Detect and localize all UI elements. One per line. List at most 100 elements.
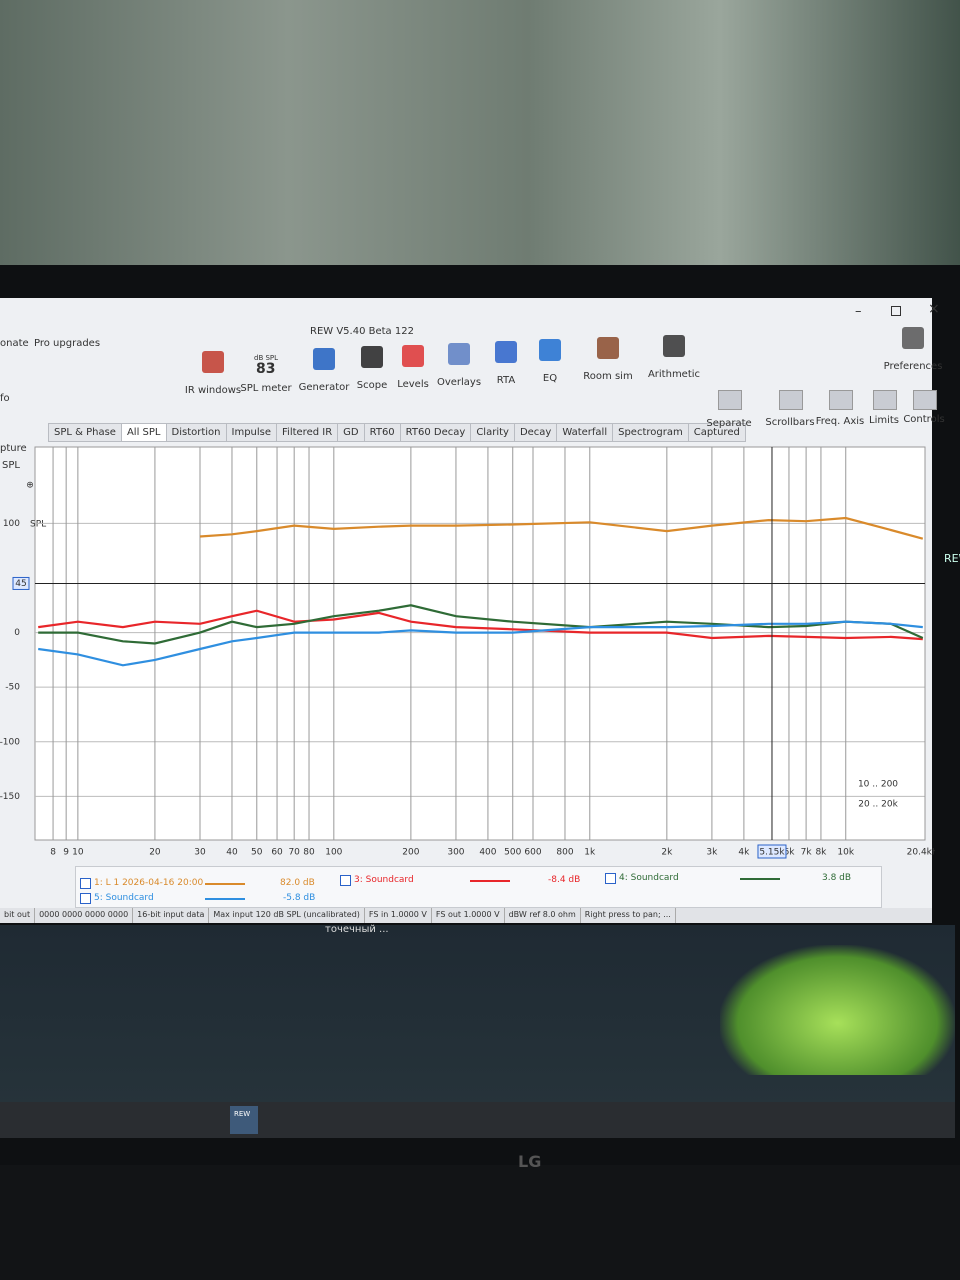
y-tick-label: -150	[0, 792, 20, 802]
toolbar-button-label[interactable]: Generator	[298, 382, 350, 393]
spl-reading: 83	[256, 361, 276, 377]
menu-item[interactable]: Pro upgrades	[34, 338, 101, 349]
x-tick-label: 8	[50, 848, 56, 858]
x-tick-label: 6k	[783, 848, 795, 858]
legend-name: 5: Soundcard	[94, 893, 154, 903]
side-window-text: REW	[944, 552, 960, 565]
view-icon[interactable]	[718, 390, 742, 410]
toolbar-button-label[interactable]: Overlays	[436, 377, 482, 388]
legend-swatch	[205, 883, 245, 885]
legend-checkbox[interactable]	[340, 875, 351, 886]
x-tick-label: 2k	[661, 848, 673, 858]
x-tick-label: 20	[149, 848, 161, 858]
toolbar-icon[interactable]	[448, 343, 470, 365]
graph-tab[interactable]: All SPL	[120, 423, 167, 442]
series-line	[199, 516, 924, 540]
legend-name: 1: L 1 2026-04-16 20:00	[94, 878, 204, 888]
tooltip: точечный ...	[325, 924, 389, 935]
view-button-label[interactable]: Controls	[903, 414, 945, 425]
x-tick-label: 4k	[738, 848, 750, 858]
window-title: REW V5.40 Beta 122	[310, 326, 414, 337]
graph-tab[interactable]: GD	[337, 423, 365, 442]
range-button: 20 .. 20k	[858, 800, 898, 810]
x-tick-label: 10k	[837, 848, 854, 858]
view-icon[interactable]	[913, 390, 937, 410]
toolbar-button-label[interactable]: Scope	[356, 380, 388, 391]
x-tick-label: 10	[72, 848, 84, 858]
legend-checkbox[interactable]	[80, 878, 91, 889]
x-tick-label: 3k	[706, 848, 718, 858]
view-icon[interactable]	[829, 390, 853, 410]
legend	[75, 866, 882, 908]
series-line	[38, 620, 923, 667]
x-tick-label: 80	[303, 848, 315, 858]
y-selector[interactable]: SPL	[30, 520, 46, 530]
taskbar-app-label: REW	[234, 1110, 251, 1118]
y-tick-label: 0	[14, 628, 20, 638]
toolbar-button-label[interactable]: SPL meter	[240, 383, 292, 394]
toolbar-button-label[interactable]: IR windows	[184, 385, 242, 396]
zoom-buttons: ⊕	[26, 481, 34, 491]
toolbar-icon[interactable]	[202, 351, 224, 373]
graph-tab[interactable]: Decay	[513, 423, 558, 442]
graph-tabs: SPL & Phase All SPL Distortion Impulse Filte…	[48, 423, 746, 442]
brand-logo: LG	[518, 1152, 542, 1171]
status-field: FS in 1.0000 V	[365, 908, 432, 923]
view-button-label[interactable]: Scrollbars	[765, 417, 815, 428]
x-tick-label: 500	[504, 848, 521, 858]
toolbar-button-label[interactable]: Preferences	[883, 361, 943, 372]
toolbar-button-label[interactable]: RTA	[496, 375, 516, 386]
toolbar-icon[interactable]	[663, 335, 685, 357]
toolbar-icon[interactable]	[313, 348, 335, 370]
view-icon[interactable]	[779, 390, 803, 410]
toolbar-icon[interactable]	[597, 337, 619, 359]
legend-reading: -5.8 dB	[283, 893, 316, 903]
status-field: 0000 0000 0000 0000	[35, 908, 134, 923]
status-field: 16-bit input data	[133, 908, 210, 923]
range-button: 10 .. 200	[858, 780, 898, 790]
side-label: pture	[0, 443, 27, 454]
taskbar-app-icon[interactable]	[230, 1106, 258, 1134]
status-field: Right press to pan; ...	[581, 908, 676, 923]
legend-reading: -8.4 dB	[548, 875, 581, 885]
graph-tab[interactable]: Spectrogram	[612, 423, 689, 442]
x-tick-label: 70	[288, 848, 300, 858]
menu-item[interactable]: onate	[0, 338, 29, 349]
minimize-button[interactable]: –	[855, 304, 862, 319]
plot-area	[34, 446, 926, 841]
legend-name: 4: Soundcard	[619, 873, 679, 883]
view-button-label[interactable]: Limits	[869, 415, 899, 426]
close-button[interactable]: ×	[928, 301, 940, 317]
status-field: FS out 1.0000 V	[432, 908, 505, 923]
toolbar-button-label[interactable]: Levels	[397, 379, 429, 390]
toolbar-icon[interactable]	[495, 341, 517, 363]
toolbar-button-label[interactable]: EQ	[542, 373, 558, 384]
view-button-label[interactable]: Freq. Axis	[815, 416, 865, 427]
side-label: SPL	[2, 460, 20, 471]
toolbar-icon[interactable]	[402, 345, 424, 367]
toolbar-button-label[interactable]: Room sim	[583, 371, 633, 382]
side-label: fo	[0, 393, 10, 404]
maximize-button[interactable]	[891, 306, 901, 316]
x-tick-label: 60	[271, 848, 283, 858]
legend-checkbox[interactable]	[605, 873, 616, 884]
toolbar-icon[interactable]	[361, 346, 383, 368]
spl-unit: dB SPL	[254, 354, 279, 362]
view-icon[interactable]	[873, 390, 897, 410]
cursor-x-label: 5.15k	[759, 848, 785, 858]
taskbar: REW	[0, 1102, 955, 1138]
x-tick-label: 300	[447, 848, 464, 858]
toolbar-icon[interactable]	[902, 327, 924, 349]
wallpaper-tent	[720, 945, 955, 1075]
graph-tab[interactable]: Captured	[687, 423, 746, 442]
x-tick-label: 40	[226, 848, 238, 858]
view-button-label[interactable]: Separate	[706, 418, 752, 429]
x-tick-label: 1k	[584, 848, 596, 858]
x-tick-label: 100	[325, 848, 342, 858]
legend-checkbox[interactable]	[80, 893, 91, 904]
toolbar-button-label[interactable]: Arithmetic	[647, 369, 701, 380]
spl-graph: SPL 100 0 -50 -100 -150 8 9 10 20 30 40 50 60 70 80 100…	[0, 446, 935, 859]
toolbar-icon[interactable]	[539, 339, 561, 361]
x-tick-label: 7k	[801, 848, 813, 858]
y-tick-label: 100	[3, 519, 20, 529]
